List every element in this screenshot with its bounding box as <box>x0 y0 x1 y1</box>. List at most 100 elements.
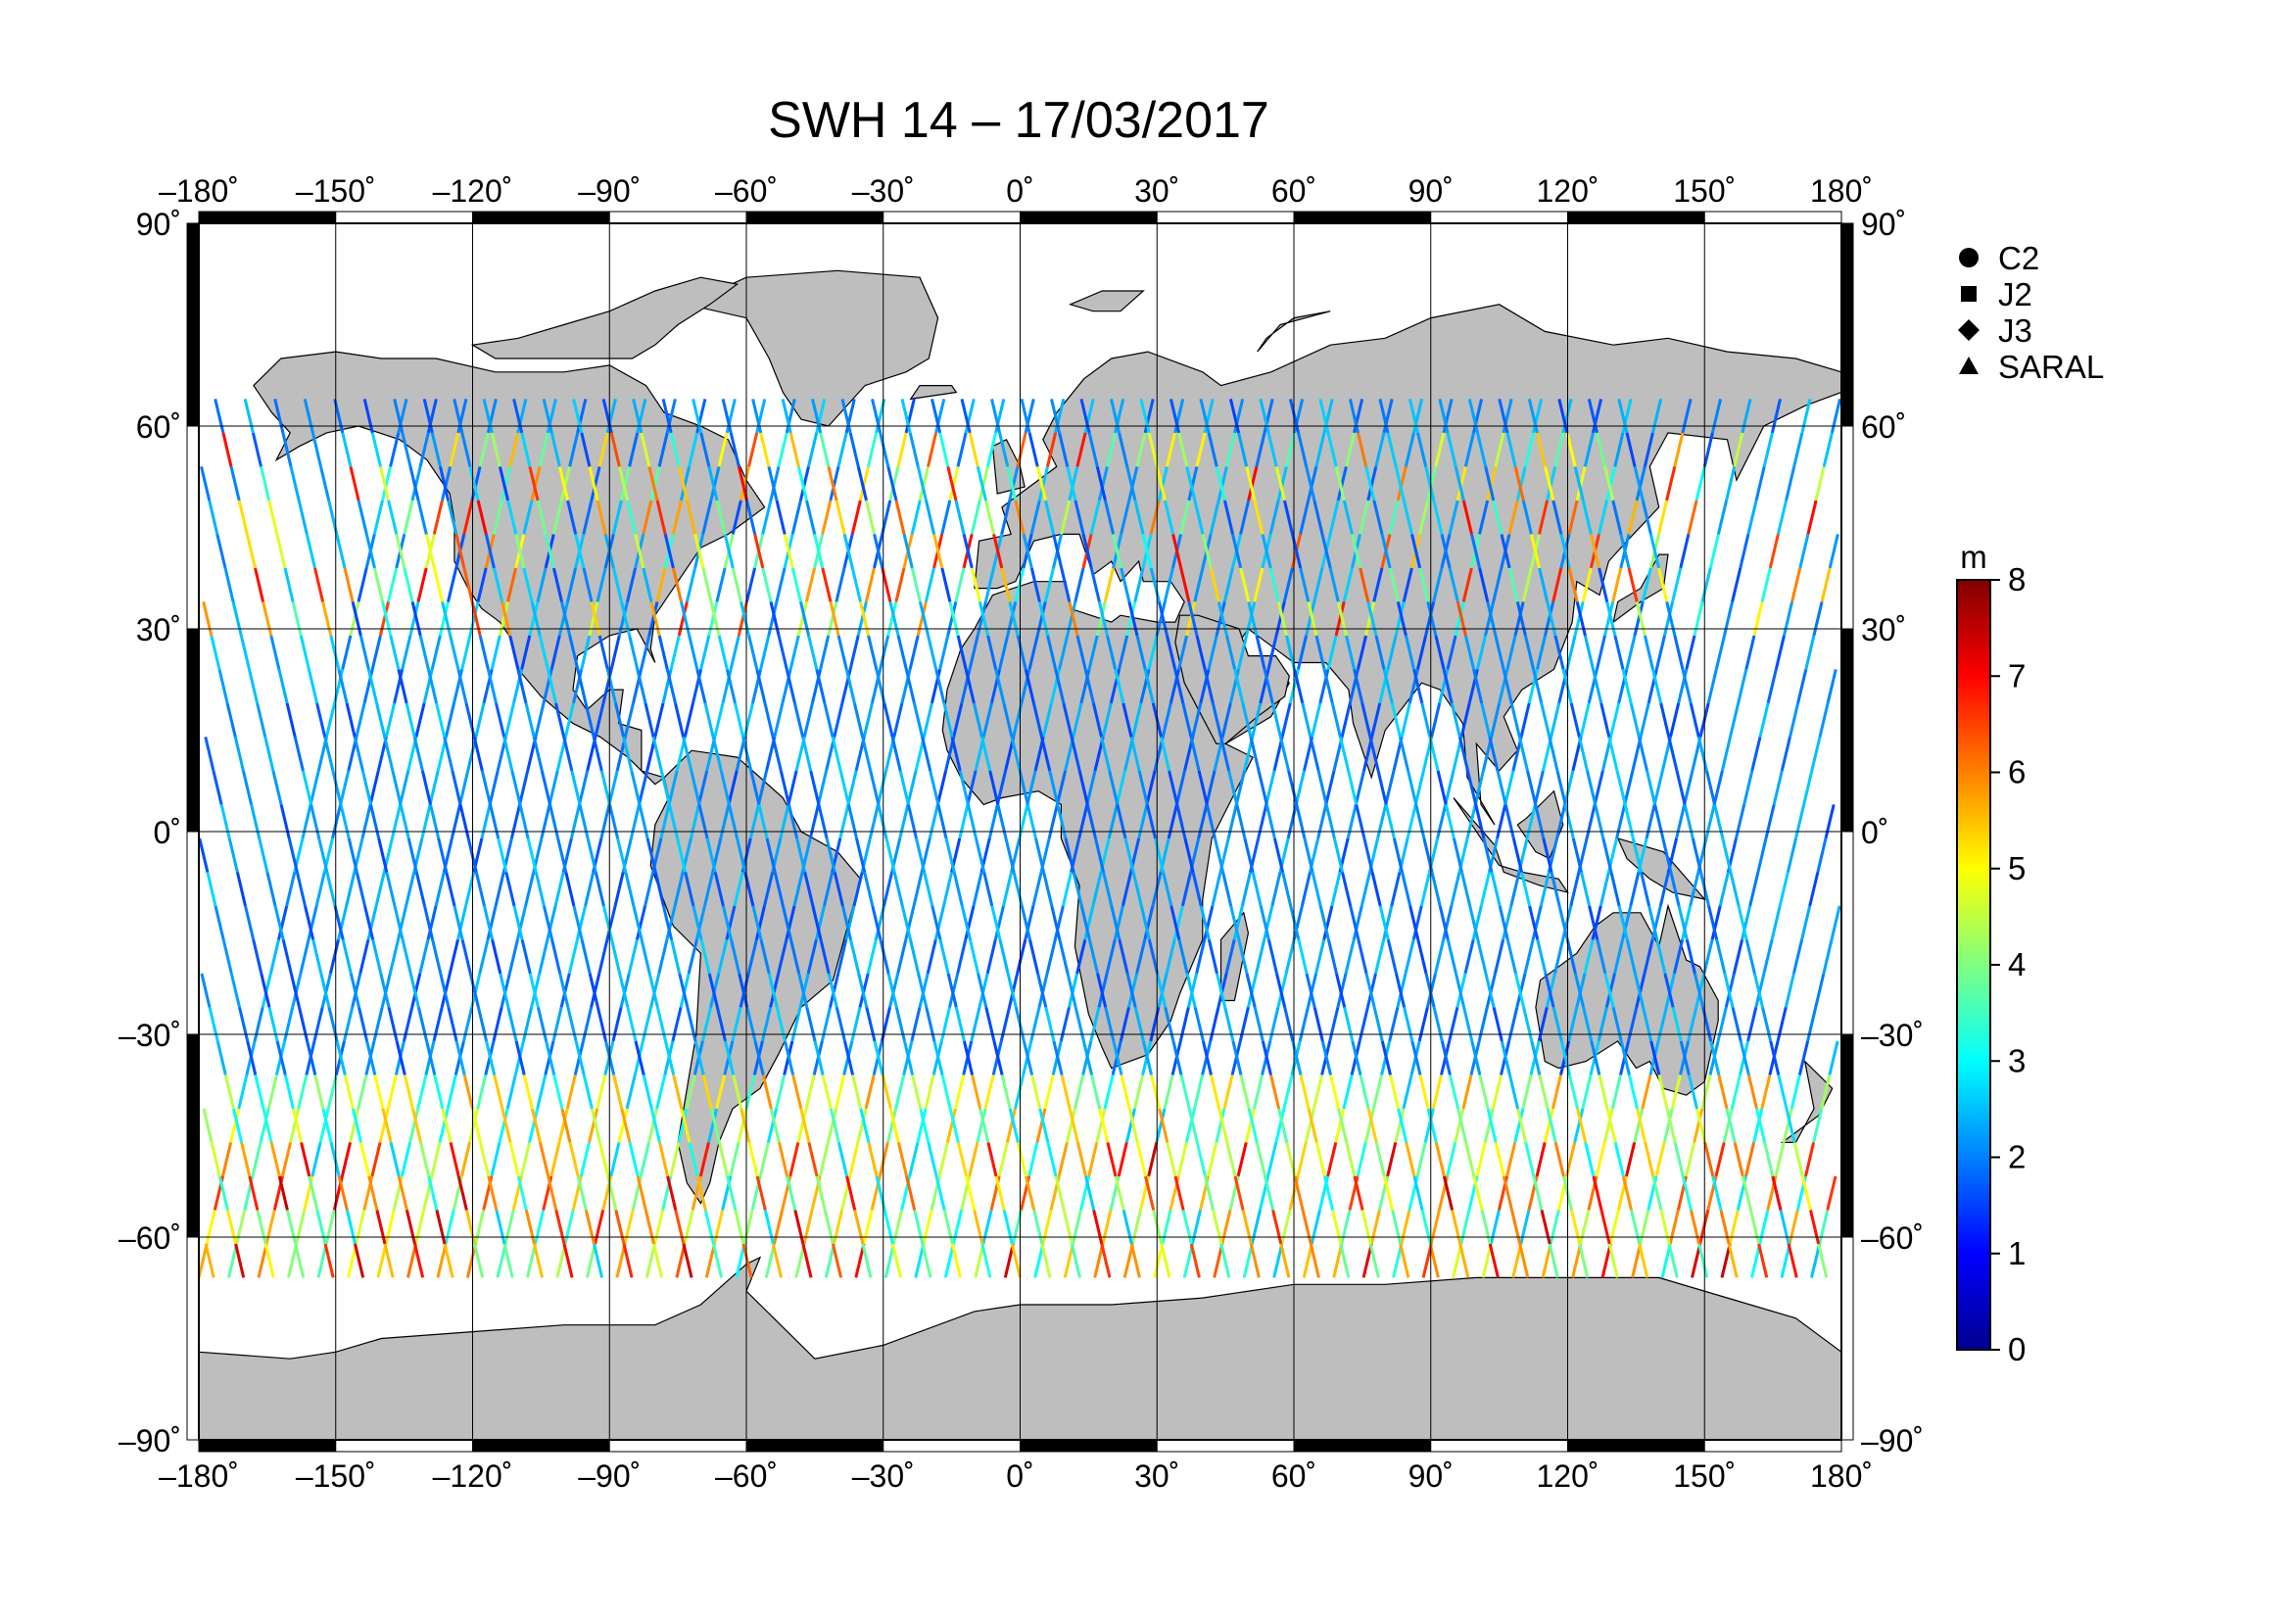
track-segment <box>1771 1175 1783 1211</box>
track-segment <box>1710 905 1722 940</box>
track-segment <box>601 399 613 434</box>
lon-tick-label-top: 120˚ <box>1536 173 1599 209</box>
track-segment <box>827 973 838 1008</box>
track-segment <box>964 669 976 704</box>
track-segment <box>1470 534 1482 569</box>
track-segment <box>1063 1243 1074 1278</box>
track-segment <box>894 1075 906 1110</box>
track-segment <box>1484 466 1496 502</box>
track-segment <box>1486 1108 1498 1143</box>
track-segment <box>917 973 929 1008</box>
track-segment <box>325 872 337 907</box>
track-segment <box>1715 939 1727 975</box>
track-segment <box>454 1040 466 1075</box>
track-segment <box>605 669 617 704</box>
track-segment <box>1536 939 1548 975</box>
track-segment <box>289 973 301 1008</box>
track-segment <box>1446 432 1457 467</box>
track-segment <box>1336 601 1348 637</box>
track-segment <box>1785 466 1796 502</box>
track-segment <box>534 702 546 738</box>
track-segment <box>308 1175 319 1211</box>
track-segment <box>1253 1007 1265 1042</box>
track-segment <box>1141 534 1153 569</box>
track-segment <box>1405 1142 1416 1177</box>
track-segment <box>1516 1108 1528 1143</box>
lon-tick-label-bottom: 30˚ <box>1134 1458 1179 1494</box>
track-segment <box>938 939 950 975</box>
track-segment <box>1322 669 1334 704</box>
track-segment <box>1309 737 1320 772</box>
australia-land <box>1535 903 1719 1096</box>
track-segment <box>1544 973 1555 1008</box>
track-segment <box>1611 500 1623 535</box>
track-segment <box>1372 500 1384 535</box>
track-segment <box>1000 567 1012 602</box>
track-segment <box>740 1108 751 1143</box>
track-segment <box>761 567 773 602</box>
track-segment <box>266 1075 278 1110</box>
track-segment <box>971 1075 982 1110</box>
track-segment <box>468 973 480 1008</box>
track-segment <box>791 1075 803 1110</box>
track-segment <box>313 1075 325 1110</box>
track-segment <box>1054 669 1066 704</box>
track-segment <box>1169 399 1181 434</box>
track-segment <box>499 973 510 1008</box>
track-segment <box>763 702 775 738</box>
track-segment <box>1354 770 1365 805</box>
track-segment <box>858 466 870 502</box>
track-segment <box>1565 432 1577 467</box>
track-segment <box>998 635 1010 670</box>
track-segment <box>1299 500 1311 535</box>
track-segment <box>1455 973 1466 1008</box>
track-segment <box>425 1040 437 1075</box>
track-segment <box>1426 1108 1438 1143</box>
track-segment <box>753 534 765 569</box>
track-segment <box>366 905 378 940</box>
track-segment <box>1627 1007 1639 1042</box>
track-segment <box>1002 872 1014 907</box>
track-segment <box>1416 939 1428 975</box>
track-segment <box>594 702 605 738</box>
track-segment <box>1072 872 1083 907</box>
track-segment <box>339 770 351 805</box>
track-segment <box>596 1075 607 1110</box>
track-segment <box>827 601 838 637</box>
track-segment <box>1559 1040 1571 1075</box>
track-segment <box>1388 500 1400 535</box>
track-segment <box>476 500 488 535</box>
track-segment <box>1114 1175 1125 1211</box>
track-segment <box>890 737 902 772</box>
track-segment <box>1147 1142 1159 1177</box>
frame-band-bottom <box>1703 1439 1842 1453</box>
track-segment <box>374 872 386 907</box>
track-segment <box>1392 837 1404 873</box>
track-segment <box>1314 432 1326 467</box>
track-segment <box>1772 770 1784 805</box>
track-segment <box>1014 1075 1026 1110</box>
track-segment <box>1046 1142 1058 1177</box>
track-segment <box>542 399 553 434</box>
track-segment <box>355 702 366 738</box>
track-segment <box>1274 466 1286 502</box>
track-segment <box>1548 1243 1559 1278</box>
track-segment <box>1792 1142 1804 1177</box>
track-segment <box>584 1210 596 1245</box>
track-segment <box>1368 737 1380 772</box>
track-segment <box>1576 1108 1588 1143</box>
track-segment <box>1284 432 1296 467</box>
track-segment <box>420 770 432 805</box>
track-segment <box>379 973 391 1008</box>
track-segment <box>254 1075 265 1110</box>
track-segment <box>1434 1142 1446 1177</box>
track-segment <box>486 905 498 940</box>
track-segment <box>966 770 978 805</box>
track-segment <box>1038 1108 1050 1143</box>
track-segment <box>1518 1243 1530 1278</box>
track-segment <box>978 601 990 637</box>
track-segment <box>1502 905 1513 940</box>
track-segment <box>1750 737 1762 772</box>
track-segment <box>1667 737 1679 772</box>
track-segment <box>932 1040 944 1075</box>
